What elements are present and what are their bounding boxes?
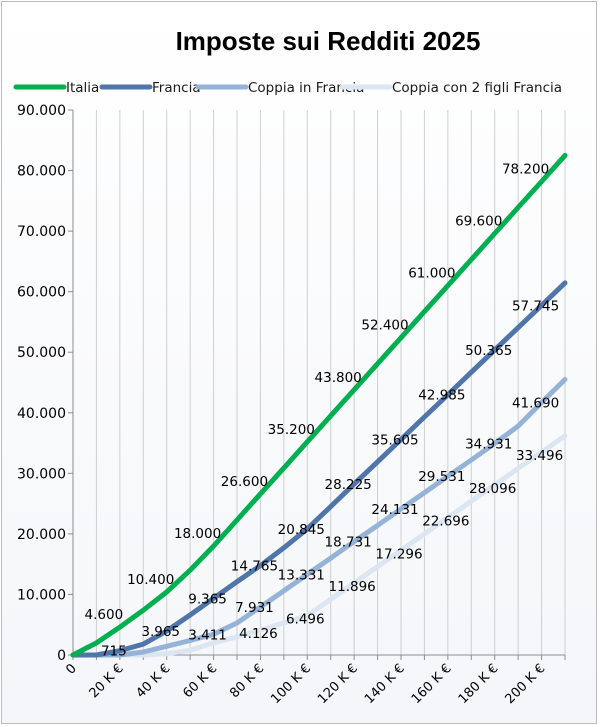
y-tick-label: 10.000 [17,587,66,603]
data-label: 24.131 [371,502,418,518]
x-tick-label: 120 K € [315,661,361,707]
y-tick-label: 70.000 [17,224,66,240]
data-label: 61.000 [408,266,455,282]
x-tick-label: 0 [63,661,79,677]
chart-title: Imposte sui Redditi 2025 [176,26,481,56]
x-tick-label: 40 K € [134,661,174,701]
data-label: 18.731 [325,535,372,551]
x-tick-label: 160 K € [409,661,455,707]
x-tick-label: 60 K € [180,661,220,701]
data-label: 22.696 [422,514,469,530]
x-tick-label: 20 K € [87,661,127,701]
data-label: 78.200 [502,161,549,177]
data-label: 18.000 [174,526,221,542]
data-label: 69.600 [455,214,502,230]
data-label: 52.400 [361,318,408,334]
series-line-3 [70,433,568,658]
x-tick-label: 180 K € [456,661,502,707]
x-tick-label: 80 K € [227,661,267,701]
data-label: 42.985 [418,388,465,404]
data-label: 50.365 [465,343,512,359]
legend-item: Coppia in Francia [195,80,364,96]
data-label: 10.400 [127,572,174,588]
data-label: 57.745 [512,298,559,314]
y-tick-label: 80.000 [17,164,66,180]
data-label: 14.765 [231,559,278,575]
y-tick-label: 0 [57,648,66,664]
y-tick-label: 30.000 [17,466,66,482]
data-label: 41.690 [512,396,559,412]
data-label: 33.496 [516,448,563,464]
y-tick-label: 50.000 [17,345,66,361]
y-tick-label: 20.000 [17,527,66,543]
data-label: 20.845 [278,522,325,538]
data-label: 4.126 [239,626,278,642]
legend-label: Coppia con 2 figli Francia [392,80,562,96]
legend-label: Coppia in Francia [248,80,364,96]
data-label: 26.600 [221,474,268,490]
data-label: 3.965 [141,624,180,640]
legend-item: Coppia con 2 figli Francia [339,80,562,96]
data-label: 28.096 [469,481,516,497]
data-label: 715 [101,644,127,660]
data-label: 9.365 [188,591,227,607]
data-label: 35.200 [268,422,315,438]
data-label: 35.605 [371,432,418,448]
series-line-1 [70,280,568,658]
grid [72,110,566,655]
data-label: 3.411 [188,627,227,643]
data-label: 7.931 [235,600,274,616]
x-tick-label: 100 K € [268,661,314,707]
data-label: 34.931 [465,436,512,452]
data-label: 17.296 [375,546,422,562]
data-label: 28.225 [325,477,372,493]
legend: Italia Francia Coppia in Francia Coppia con… [13,80,562,96]
series-line-2 [70,377,568,658]
data-label: 4.600 [85,607,124,623]
data-label: 6.496 [286,612,325,628]
y-tick-label: 90.000 [17,103,66,119]
x-tick-label: 140 K € [362,661,408,707]
legend-label: Francia [152,80,201,96]
data-label: 29.531 [418,469,465,485]
legend-label: Italia [66,80,99,96]
data-label: 43.800 [315,370,362,386]
data-label: 13.331 [278,567,325,583]
y-tick-label: 40.000 [17,406,66,422]
data-labels: 4.600 10.400 18.000 26.600 35.200 43.800 52.40… [85,161,564,659]
legend-item: Italia [13,80,99,96]
legend-item: Francia [99,80,201,96]
data-label: 11.896 [329,579,376,595]
x-tick-label: 200 K € [503,661,549,707]
y-tick-label: 60.000 [17,285,66,301]
series-group [70,152,568,658]
series-line-0 [70,152,568,658]
